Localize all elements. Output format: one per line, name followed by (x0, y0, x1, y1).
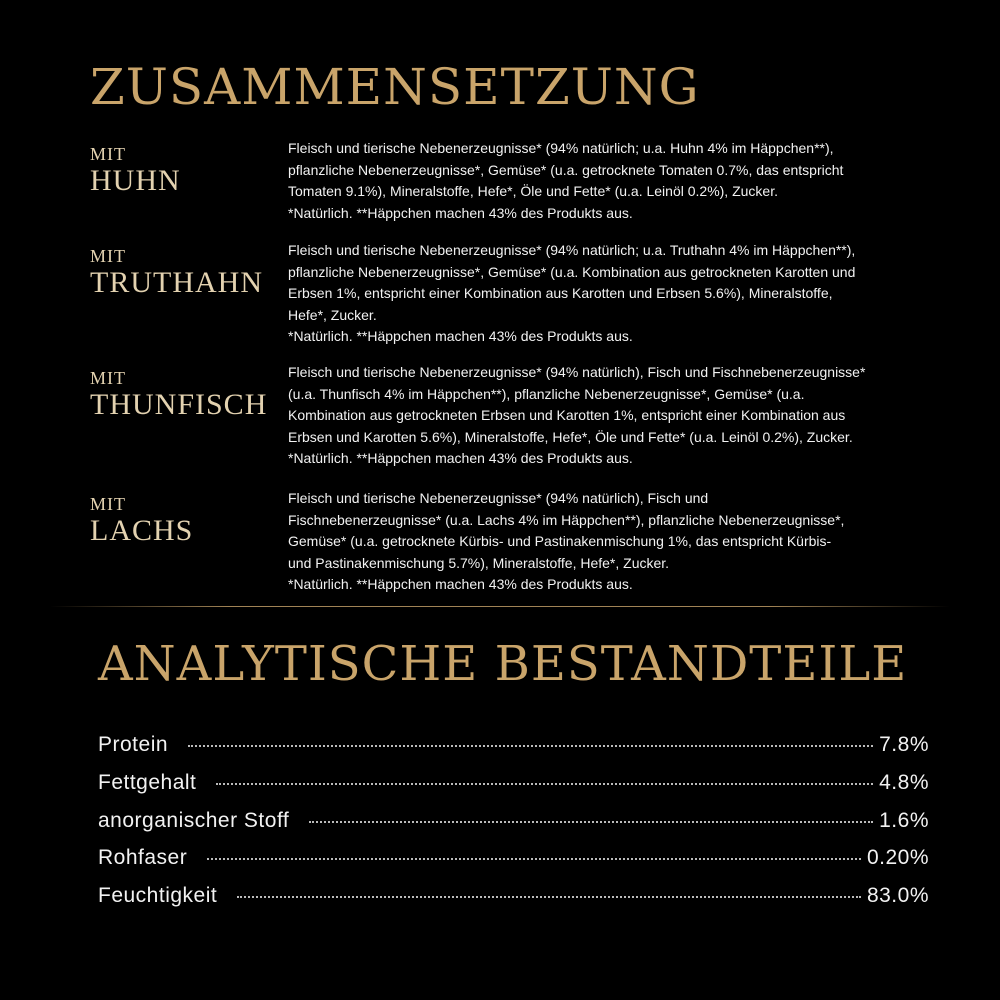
analysis-value: 7.8% (879, 733, 929, 756)
ingredients-line: und Pastinakenmischung 5.7%), Mineralsto… (288, 554, 670, 571)
analysis-row: Feuchtigkeit 83.0% (98, 884, 929, 922)
ingredients-line: Erbsen 1%, entspricht einer Kombination … (288, 285, 833, 301)
analysis-label: Feuchtigkeit (98, 884, 218, 908)
composition-title: ZUSAMMENSETZUNG (90, 58, 700, 116)
dot-leader (237, 896, 861, 899)
ingredients-line: Fleisch und tierische Nebenerzeugnisse* … (288, 140, 834, 156)
ingredients-line: pflanzliche Nebenerzeugnisse*, Gemüse* (… (288, 161, 844, 178)
variant-label: MIT LACHS (90, 494, 193, 548)
analysis-label: Fettgehalt (98, 770, 197, 794)
variant-label: MIT THUNFISCH (90, 368, 267, 422)
ingredients-text: Fleisch und tierische Nebenerzeugnisse* … (288, 362, 865, 470)
dot-leader (207, 858, 861, 861)
analysis-row: Rohfaser 0.20% (98, 846, 929, 884)
variant-prefix: MIT (90, 368, 126, 388)
analysis-value: 1.6% (879, 808, 929, 832)
analysis-table: Protein 7.8% Fettgehalt 4.8% anorganischer… (98, 733, 929, 922)
analysis-value: 0.20% (866, 846, 929, 870)
analysis-value: 4.8% (879, 770, 929, 794)
variant-prefix: MIT (90, 246, 126, 266)
dot-leader (309, 820, 874, 823)
ingredients-line: *Natürlich. **Häppchen machen 43% des Pr… (288, 204, 633, 221)
ingredients-text: Fleisch und tierische Nebenerzeugnisse* … (288, 138, 843, 224)
ingredients-line: Hefe*, Zucker. (288, 306, 377, 323)
ingredients-line: Kombination aus getrockneten Erbsen und … (288, 407, 846, 423)
ingredients-line: *Natürlich. **Häppchen machen 43% des Pr… (288, 328, 633, 344)
analysis-label: anorganischer Stoff (98, 808, 290, 832)
ingredients-line: *Natürlich. **Häppchen machen 43% des Pr… (288, 576, 633, 592)
ingredients-line: Fleisch und tierische Nebenerzeugnisse* … (288, 490, 709, 506)
ingredients-line: Fischnebenerzeugnisse* (u.a. Lachs 4% im… (288, 511, 845, 528)
analysis-row: Protein 7.8% (98, 733, 929, 771)
ingredients-text: Fleisch und tierische Nebenerzeugnisse* … (288, 488, 844, 596)
variant-name: TRUTHAHN (90, 266, 263, 299)
variant-name: THUNFISCH (90, 388, 268, 421)
ingredients-line: pflanzliche Nebenerzeugnisse*, Gemüse* (… (288, 263, 856, 280)
variant-name: HUHN (90, 164, 181, 197)
analysis-row: Fettgehalt 4.8% (98, 771, 929, 809)
ingredients-line: *Natürlich. **Häppchen machen 43% des Pr… (288, 450, 633, 466)
analysis-value: 83.0% (866, 884, 929, 908)
variant-prefix: MIT (90, 144, 126, 164)
analysis-row: anorganischer Stoff 1.6% (98, 809, 929, 847)
ingredients-line: Erbsen und Karotten 5.6%), Mineralstoffe… (288, 428, 853, 445)
dot-leader (216, 782, 874, 785)
analysis-title: ANALYTISCHE BESTANDTEILE (98, 636, 908, 692)
analysis-label: Protein (98, 733, 169, 756)
ingredients-line: Fleisch und tierische Nebenerzeugnisse* … (288, 242, 856, 258)
variant-label: MIT TRUTHAHN (90, 246, 263, 300)
section-divider (50, 606, 950, 607)
ingredients-line: (u.a. Thunfisch 4% im Häppchen**), pflan… (288, 385, 805, 402)
analysis-label: Rohfaser (98, 846, 188, 870)
variant-label: MIT HUHN (90, 144, 181, 198)
ingredients-line: Tomaten 9.1%), Mineralstoffe, Hefe*, Öle… (288, 183, 778, 199)
variant-name: LACHS (90, 514, 194, 547)
dot-leader (188, 745, 874, 747)
variant-prefix: MIT (90, 494, 126, 514)
ingredients-line: Fleisch und tierische Nebenerzeugnisse* … (288, 364, 866, 380)
ingredients-text: Fleisch und tierische Nebenerzeugnisse* … (288, 240, 855, 348)
ingredients-line: Gemüse* (u.a. getrocknete Kürbis- und Pa… (288, 533, 832, 549)
